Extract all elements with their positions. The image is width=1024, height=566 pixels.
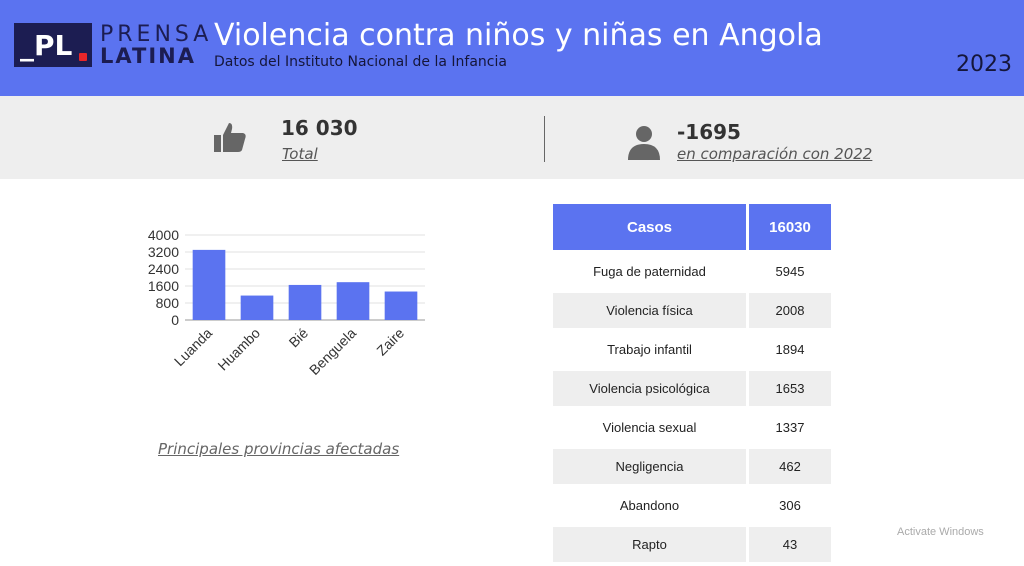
comparison-label[interactable]: en comparación con 2022 bbox=[677, 145, 873, 163]
table-header-cases: Casos bbox=[553, 204, 749, 250]
bar-bié bbox=[288, 284, 322, 320]
table-row: Violencia sexual 1337 bbox=[553, 410, 831, 445]
x-tick-label: Bié bbox=[285, 325, 311, 351]
y-tick-label: 3200 bbox=[148, 244, 179, 260]
table-row: Negligencia 462 bbox=[553, 449, 831, 484]
table-cell-count: 462 bbox=[749, 449, 831, 484]
table-cell-count: 306 bbox=[779, 498, 801, 513]
x-tick-label: Benguela bbox=[306, 325, 359, 378]
bar-benguela bbox=[336, 282, 370, 320]
bar-luanda bbox=[192, 249, 226, 320]
table-cell-category: Violencia sexual bbox=[553, 410, 749, 445]
person-icon bbox=[626, 124, 662, 165]
table-cell-category: Violencia física bbox=[553, 293, 749, 328]
y-tick-label: 2400 bbox=[148, 261, 179, 277]
logo-word-prensa: PRENSA bbox=[100, 22, 213, 47]
table-cell-count: 43 bbox=[749, 527, 831, 562]
cases-table: Casos 16030 Fuga de paternidad 5945 Violen… bbox=[553, 200, 831, 566]
prensa-latina-logo[interactable]: _PL PRENSA LATINA bbox=[14, 22, 208, 68]
y-tick-label: 0 bbox=[171, 312, 179, 328]
logo-dot bbox=[79, 53, 87, 61]
header-banner: _PL PRENSA LATINA Violencia contra niños… bbox=[0, 0, 1024, 96]
logo-mark: _PL bbox=[14, 23, 92, 67]
table-cell-category: Trabajo infantil bbox=[553, 332, 749, 367]
x-tick-label: Luanda bbox=[171, 325, 215, 369]
page-title: Violencia contra niños y niñas en Angola bbox=[214, 18, 823, 53]
stats-divider bbox=[544, 116, 545, 162]
y-tick-label: 800 bbox=[156, 295, 180, 311]
comparison-value: -1695 bbox=[677, 120, 741, 144]
logo-word-latina: LATINA bbox=[100, 44, 196, 68]
year-label: 2023 bbox=[956, 52, 1012, 77]
table-cell-count: 5945 bbox=[775, 264, 805, 279]
table-cell-count: 1894 bbox=[775, 342, 805, 357]
x-tick-label: Huambo bbox=[214, 325, 263, 374]
total-label[interactable]: Total bbox=[282, 145, 318, 163]
table-cell-category: Negligencia bbox=[553, 449, 749, 484]
logo-mark-text: _PL bbox=[20, 29, 73, 62]
y-tick-label: 4000 bbox=[148, 227, 179, 243]
table-cell-category: Violencia psicológica bbox=[553, 371, 749, 406]
table-row: Trabajo infantil 1894 bbox=[553, 332, 831, 367]
table-cell-category: Rapto bbox=[553, 527, 749, 562]
table-cell-count: 2008 bbox=[749, 293, 831, 328]
table-cell-category: Fuga de paternidad bbox=[553, 254, 749, 289]
activate-windows-watermark: Activate Windows bbox=[897, 526, 984, 538]
bar-huambo bbox=[240, 295, 274, 320]
table-row: Abandono 306 bbox=[553, 488, 831, 523]
table-row: Violencia psicológica 1653 bbox=[553, 371, 831, 406]
table-cell-count: 1337 bbox=[775, 420, 805, 435]
table-row: Violencia física 2008 bbox=[553, 293, 831, 328]
thumbs-up-icon bbox=[212, 120, 248, 161]
stats-bar: 16 030 Total -1695 en comparación con 20… bbox=[0, 96, 1024, 179]
table-row: Fuga de paternidad 5945 bbox=[553, 254, 831, 289]
y-tick-label: 1600 bbox=[148, 278, 179, 294]
table-cell-category: Abandono bbox=[553, 488, 749, 523]
provinces-chart: 0 800 1600 2400 3200 4000 Luanda Huambo Bié Bengu… bbox=[130, 210, 440, 400]
table-cell-count: 1653 bbox=[749, 371, 831, 406]
chart-caption[interactable]: Principales provincias afectadas bbox=[158, 440, 400, 458]
x-tick-label: Zaire bbox=[373, 325, 407, 359]
bar-zaire bbox=[384, 291, 418, 320]
table-header-total: 16030 bbox=[749, 204, 831, 250]
table-header-row: Casos 16030 bbox=[553, 204, 831, 250]
table-row: Rapto 43 bbox=[553, 527, 831, 562]
page-subtitle: Datos del Instituto Nacional de la Infan… bbox=[214, 54, 507, 70]
total-value: 16 030 bbox=[281, 116, 358, 140]
